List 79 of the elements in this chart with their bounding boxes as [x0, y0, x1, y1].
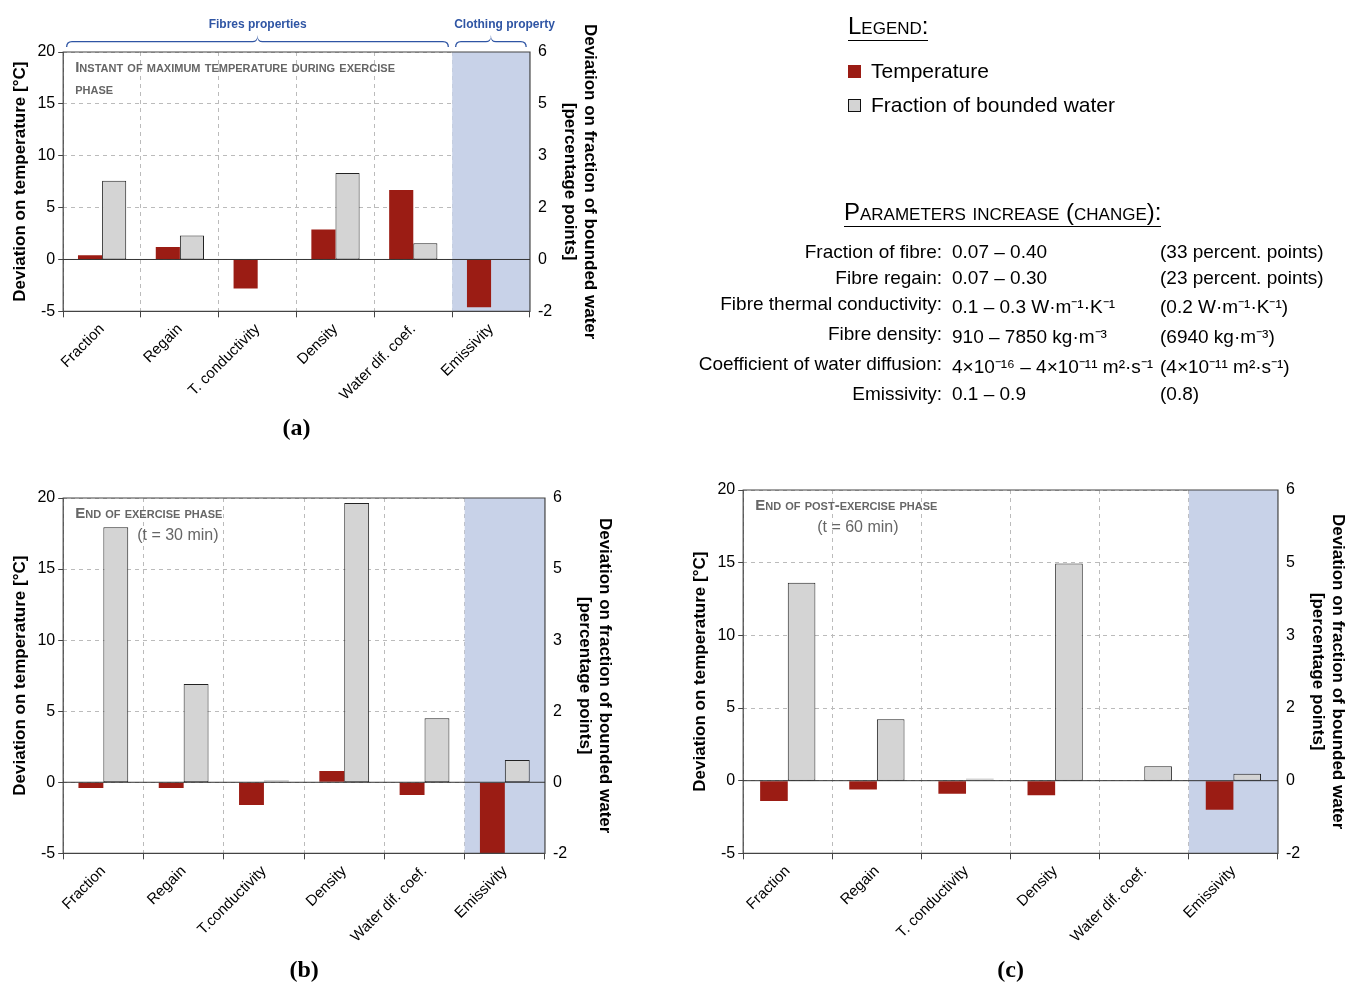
y-axis-title: Deviation on temperature [°C] — [9, 555, 29, 796]
y-tick-label: -5 — [40, 301, 56, 319]
y-tick-label: 0 — [726, 771, 736, 789]
y-tick-label: 5 — [46, 701, 56, 719]
y-tick-label: 15 — [717, 553, 736, 571]
y2-axis-title: Deviation on fraction of bounded water [percentage points] — [575, 517, 616, 834]
text: (4×10⁻¹¹ m²·s⁻¹) — [1160, 355, 1291, 379]
y-tick-label: 20 — [717, 480, 736, 498]
y2-tick-label: 6 — [537, 42, 547, 60]
y-tick-label: 20 — [37, 488, 56, 506]
bar — [233, 259, 258, 289]
band-label: Clothing property — [454, 17, 555, 31]
text: (23 percent. points) — [1160, 267, 1325, 289]
legend-label: Fraction of bounded water — [871, 93, 1115, 117]
text: 0.1 – 0.3 W·m⁻¹·K⁻¹ — [952, 295, 1116, 319]
y2-tick-label: 5 — [1285, 553, 1295, 571]
y2-tick-label: 0 — [1285, 771, 1295, 789]
bar — [466, 259, 492, 308]
y2-tick-label: 2 — [1285, 698, 1295, 716]
annotation: (t = 60 min) — [817, 518, 899, 536]
bar — [389, 189, 414, 259]
text: 0.07 – 0.30 — [952, 267, 1049, 289]
y-tick-label: 15 — [37, 94, 56, 112]
y-tick-label: 5 — [46, 198, 56, 216]
y-tick-label: 20 — [37, 42, 56, 60]
text: Emissivity: — [851, 383, 943, 405]
y-axis-title: Deviation on temperature [°C] — [9, 61, 29, 302]
text: Fibre thermal conductivity: — [719, 293, 943, 316]
text: Coefficient of water diffusion: — [697, 353, 943, 376]
text: Fibres properties — [207, 17, 308, 31]
annotation: End of exercise phase — [75, 503, 223, 521]
text: (6940 kg·m⁻³) — [1160, 325, 1276, 349]
text: 4×10⁻¹⁶ – 4×10⁻¹¹ m²·s⁻¹ — [952, 355, 1155, 379]
text: 910 – 7850 kg·m⁻³ — [952, 325, 1108, 349]
text: (0.2 W·m⁻¹·K⁻¹) — [1160, 295, 1290, 319]
y-tick-label: 10 — [37, 146, 56, 164]
text: 0.1 – 0.9 — [952, 383, 1027, 405]
y2-tick-label: 0 — [552, 772, 562, 790]
text: (c) — [997, 956, 1024, 983]
y2-tick-label: 3 — [552, 630, 562, 648]
y-tick-label: 10 — [717, 625, 736, 643]
text: (b) — [289, 956, 319, 983]
text: Fibre regain: — [834, 267, 943, 289]
text: (33 percent. points) — [1160, 241, 1325, 263]
text: Fraction of fibre: — [803, 241, 943, 263]
y2-tick-label: 5 — [537, 94, 547, 112]
y-tick-label: 5 — [726, 698, 736, 716]
y2-tick-label: 6 — [552, 488, 562, 506]
bar — [263, 780, 289, 783]
y-tick-label: -5 — [720, 843, 736, 861]
bar — [77, 255, 103, 259]
y2-tick-label: 2 — [552, 701, 562, 719]
y-tick-label: -5 — [40, 843, 56, 861]
y2-tick-label: 6 — [1285, 480, 1295, 498]
y-tick-label: 10 — [37, 630, 56, 648]
text: (a) — [282, 414, 311, 441]
legend-title: Legend: — [848, 12, 929, 41]
y-axis-title: Deviation on temperature [°C] — [689, 551, 709, 792]
annotation: Instant of maximum temperature during exercise phase — [75, 57, 395, 97]
annotation: (t = 30 min) — [137, 526, 219, 544]
y2-tick-label: 3 — [537, 146, 547, 164]
text: Parameters increase (change): — [844, 198, 1162, 227]
y2-tick-label: 3 — [1285, 625, 1295, 643]
y2-axis-title: Deviation on fraction of bounded water [percentage points] — [560, 23, 601, 340]
legend-label: Temperature — [871, 59, 989, 83]
y2-tick-label: 5 — [552, 559, 562, 577]
y2-tick-label: -2 — [537, 301, 553, 319]
y2-axis-title: Deviation on fraction of bounded water [percentage points] — [1308, 513, 1349, 830]
text: 0.07 – 0.40 — [952, 241, 1049, 263]
y2-tick-label: -2 — [1285, 843, 1301, 861]
y-tick-label: 0 — [46, 249, 56, 267]
annotation: End of post-exercise phase — [755, 495, 938, 513]
y2-tick-label: -2 — [552, 843, 568, 861]
y2-tick-label: 0 — [537, 249, 547, 267]
y2-tick-label: 2 — [537, 198, 547, 216]
text: Fibre density: — [826, 323, 943, 346]
y-tick-label: 15 — [37, 559, 56, 577]
y-tick-label: 0 — [46, 772, 56, 790]
text: (0.8) — [1160, 383, 1201, 405]
